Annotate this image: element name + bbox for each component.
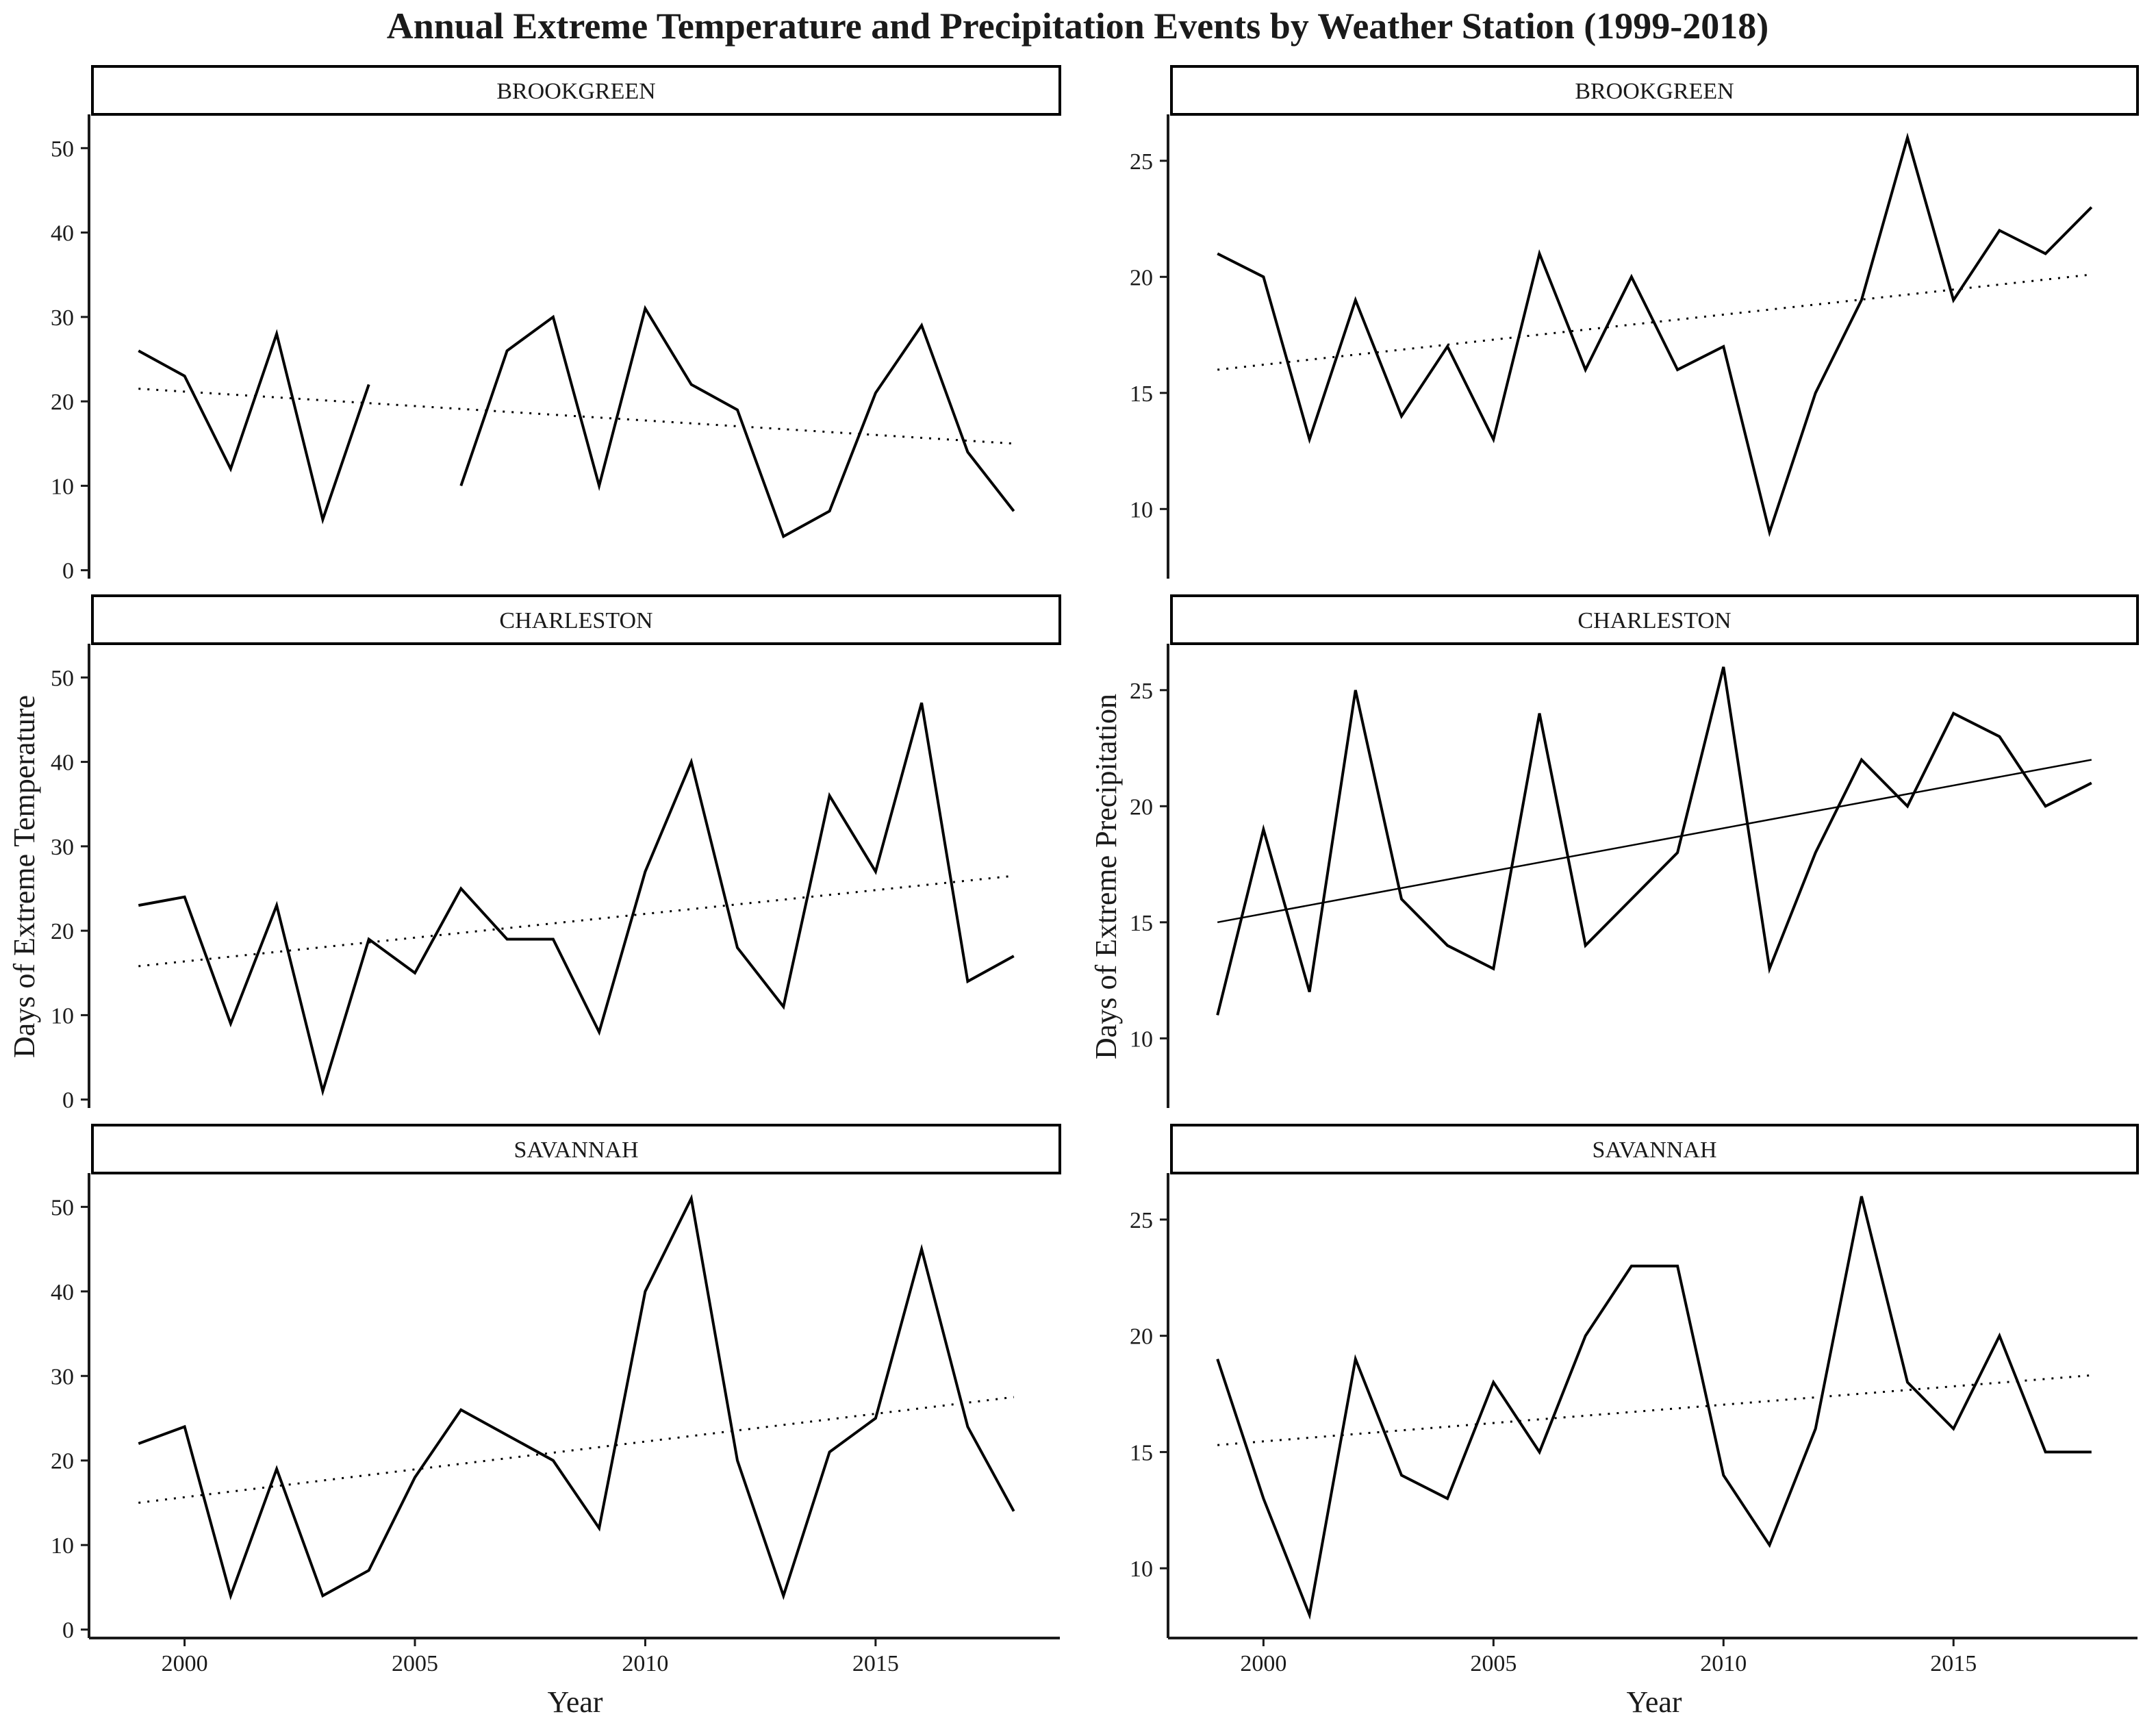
facet-panels: BROOKGREEN01020304050BROOKGREEN10152025C… [51, 65, 2139, 1676]
x-tick-label: 2015 [852, 1651, 899, 1676]
strip-box [1170, 65, 2139, 116]
strip-label: CHARLESTON [1577, 608, 1731, 633]
y-tick-label: 10 [51, 474, 74, 499]
strip-label: SAVANNAH [1592, 1137, 1716, 1163]
strip-box [91, 594, 1061, 645]
strip-label: BROOKGREEN [496, 79, 655, 104]
strip-box [1170, 594, 2139, 645]
series-line [459, 305, 1015, 539]
panel-brookgreen-precipitation: BROOKGREEN 10 15 20 25 [1130, 65, 2139, 579]
strip-box [1170, 1124, 2139, 1174]
y-tick-label: 10 [51, 1003, 74, 1029]
y-tick-label: 40 [51, 751, 74, 776]
y-tick-label: 20 [1130, 265, 1153, 290]
y-axis-label-temperature: Days of Extreme Temperature [8, 695, 41, 1058]
trend-line [1217, 759, 2092, 924]
x-tick-label: 2010 [622, 1651, 668, 1676]
trend-line [1217, 1374, 2092, 1446]
y-tick-label: 10 [1130, 1027, 1153, 1052]
y-tick-label: 10 [51, 1533, 74, 1559]
series-line [138, 702, 1015, 1096]
x-tick-label: 2015 [1930, 1651, 1977, 1676]
y-tick-label: 0 [62, 559, 74, 584]
x-tick-label: 2005 [392, 1651, 438, 1676]
x-tick-label: 2005 [1470, 1651, 1517, 1676]
x-axis-label-left: Year [547, 1685, 603, 1719]
series-line [1217, 132, 2093, 538]
y-tick-label: 50 [51, 136, 74, 162]
strip-label: BROOKGREEN [1575, 79, 1734, 104]
y-tick-label: 40 [51, 221, 74, 247]
series-line [138, 329, 370, 525]
y-tick-label: 20 [51, 390, 74, 415]
x-tick-label: 2000 [162, 1651, 208, 1676]
panel-savannah-precipitation: SAVANNAH 10 15 20 25 2000 2005 2010 2015 [1130, 1124, 2139, 1676]
series-line [1216, 1196, 2092, 1620]
strip-box [91, 65, 1061, 116]
y-tick-label: 30 [51, 1364, 74, 1389]
strip-box [91, 1124, 1061, 1174]
x-axis-label-right: Year [1626, 1685, 1682, 1719]
y-tick-label: 0 [62, 1088, 74, 1113]
y-tick-label: 30 [51, 305, 74, 331]
y-tick-label: 25 [1130, 679, 1153, 704]
y-axis-label-precipitation: Days of Extreme Precipitation [1089, 694, 1123, 1059]
x-tick-label: 2000 [1240, 1651, 1286, 1676]
y-tick-label: 25 [1130, 149, 1153, 175]
y-tick-label: 15 [1130, 381, 1153, 407]
series-line [138, 1194, 1015, 1600]
panel-brookgreen-temperature: BROOKGREEN 0 10 20 30 40 50 [51, 65, 1061, 584]
y-tick-label: 10 [1130, 497, 1153, 522]
chart-title: Annual Extreme Temperature and Precipita… [387, 5, 1769, 47]
strip-label: SAVANNAH [513, 1137, 638, 1163]
y-tick-label: 25 [1130, 1208, 1153, 1233]
trend-line [138, 388, 1014, 445]
y-tick-label: 10 [1130, 1557, 1153, 1582]
panel-charleston-precipitation: CHARLESTON 10 15 20 25 [1130, 594, 2139, 1108]
y-tick-label: 30 [51, 835, 74, 860]
y-tick-label: 50 [51, 666, 74, 691]
series-line [1216, 666, 2092, 1016]
y-tick-label: 20 [1130, 794, 1153, 820]
y-tick-label: 20 [1130, 1324, 1153, 1350]
x-tick-label: 2010 [1700, 1651, 1747, 1676]
y-tick-label: 15 [1130, 1440, 1153, 1465]
y-tick-label: 40 [51, 1280, 74, 1305]
strip-label: CHARLESTON [499, 608, 652, 633]
panel-charleston-temperature: CHARLESTON 0 10 20 30 40 50 [51, 594, 1061, 1113]
y-tick-label: 20 [51, 919, 74, 944]
y-tick-label: 50 [51, 1195, 74, 1220]
y-tick-label: 20 [51, 1449, 74, 1474]
y-tick-label: 15 [1130, 911, 1153, 936]
y-tick-label: 0 [62, 1618, 74, 1644]
panel-savannah-temperature: SAVANNAH 0 10 20 30 40 50 2000 2005 2010 2015 [51, 1124, 1061, 1676]
